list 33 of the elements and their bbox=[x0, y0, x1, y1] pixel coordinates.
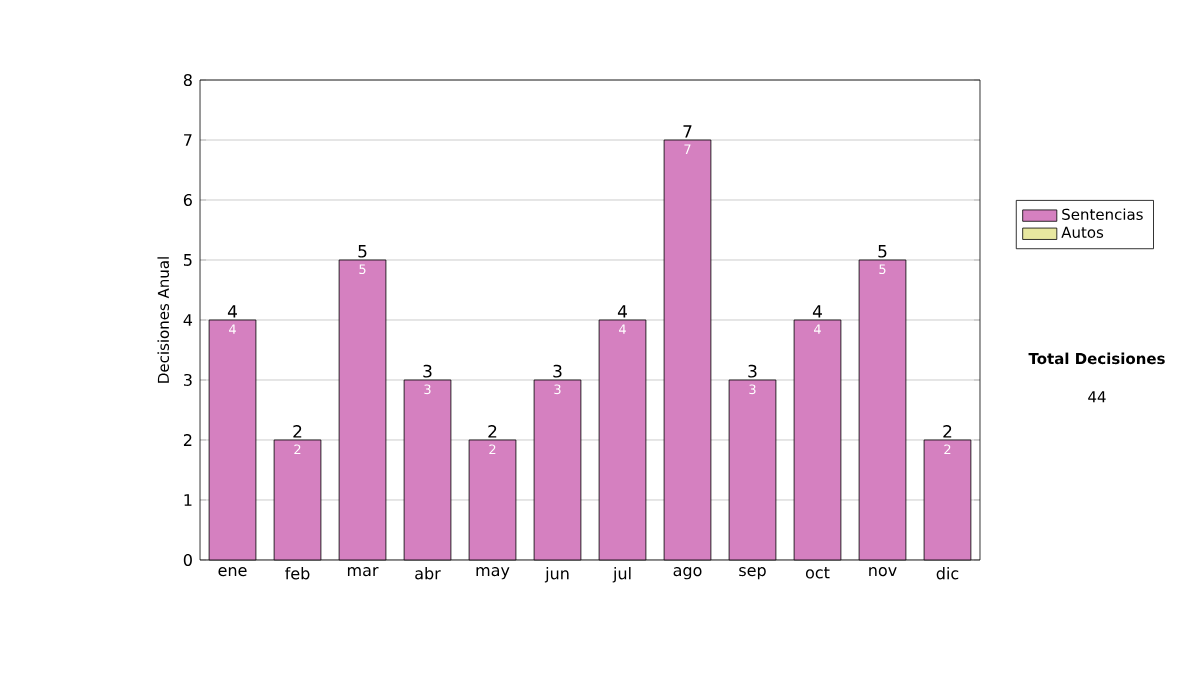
y-tick-label: 5 bbox=[184, 254, 192, 266]
total-label: 5 bbox=[358, 244, 367, 258]
y-tick-label: 8 bbox=[183, 73, 192, 87]
x-tick-label: nov bbox=[869, 567, 897, 577]
total-label: 4 bbox=[617, 305, 627, 318]
y-tick-label: 7 bbox=[184, 134, 192, 146]
total-label: 2 bbox=[943, 424, 952, 438]
x-tick-label: may bbox=[476, 567, 510, 580]
total-label: 3 bbox=[423, 364, 432, 378]
total-label: 3 bbox=[748, 364, 757, 378]
y-tick-label: 0 bbox=[183, 553, 192, 567]
x-tick-label: feb bbox=[285, 567, 310, 580]
x-tick-label: ago bbox=[673, 567, 702, 580]
total-label: 2 bbox=[293, 424, 302, 438]
total-label: 7 bbox=[683, 125, 692, 138]
total-label: 4 bbox=[812, 305, 822, 318]
x-tick-label: sep bbox=[739, 567, 766, 580]
total-label: 4 bbox=[227, 305, 237, 318]
x-tick-label: ene bbox=[218, 567, 247, 577]
y-tick-label: 6 bbox=[183, 193, 192, 207]
y-tick-label: 2 bbox=[183, 434, 192, 446]
x-tick-label: mar bbox=[347, 567, 379, 577]
y-tick-label: 4 bbox=[183, 314, 193, 326]
y-tick-label: 3 bbox=[184, 373, 192, 387]
total-label: 2 bbox=[488, 424, 497, 438]
y-tick-label: 1 bbox=[184, 494, 192, 506]
x-tick-label: dic bbox=[936, 567, 959, 580]
x-tick-label: oct bbox=[805, 567, 830, 579]
x-tick-label: jul bbox=[612, 567, 631, 583]
x-tick-label: abr bbox=[415, 567, 441, 580]
total-label: 5 bbox=[878, 244, 887, 258]
x-tick-label: jun bbox=[544, 567, 569, 583]
total-label: 3 bbox=[553, 364, 562, 378]
